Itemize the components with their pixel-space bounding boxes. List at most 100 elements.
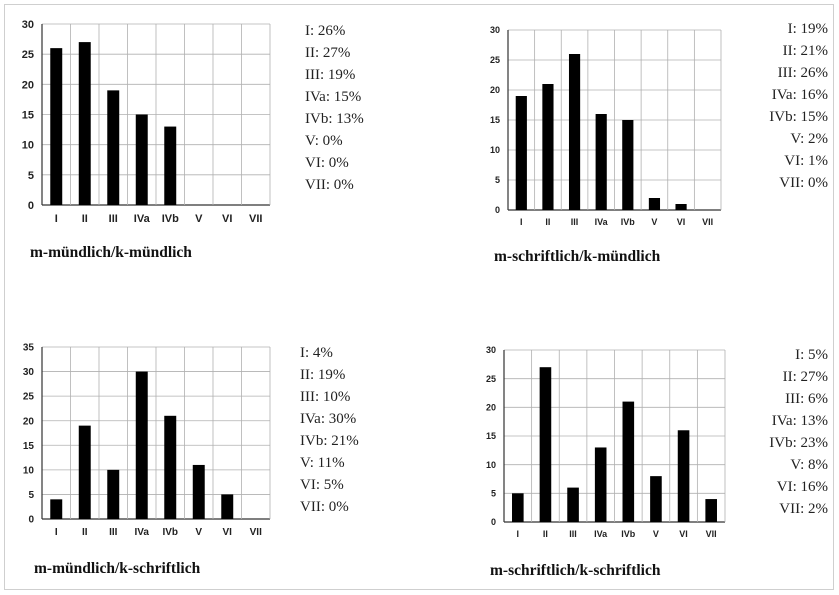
bar-I	[515, 96, 527, 210]
x-tick-label: III	[571, 217, 579, 227]
y-tick-label: 15	[486, 431, 496, 441]
y-tick-label: 10	[22, 140, 34, 152]
y-tick-label: 5	[28, 170, 34, 182]
y-tick-label: 5	[495, 175, 500, 185]
chart-caption: m-mündlich/k-mündlich	[30, 244, 192, 261]
y-tick-label: 20	[23, 416, 35, 427]
y-tick-label: 20	[490, 85, 500, 95]
x-tick-label: VII	[702, 217, 713, 227]
x-tick-label: V	[195, 213, 203, 225]
y-tick-label: 0	[28, 200, 34, 212]
percent-label: IVa: 16%	[771, 87, 828, 103]
y-tick-label: 15	[22, 109, 34, 121]
x-tick-label: V	[653, 529, 659, 539]
bar-II	[78, 425, 91, 519]
x-tick-label: I	[517, 529, 520, 539]
x-tick-label: III	[109, 213, 118, 225]
x-tick-label: IVa	[594, 529, 608, 539]
y-tick-label: 10	[486, 460, 496, 470]
x-tick-label: VI	[222, 213, 232, 225]
bar-I	[512, 493, 524, 522]
x-tick-label: III	[569, 529, 577, 539]
figure-frame	[4, 4, 834, 590]
bar-V	[650, 476, 662, 522]
percent-label: IVb: 23%	[769, 435, 828, 451]
percent-label: I: 5%	[795, 347, 828, 363]
bar-I	[50, 499, 63, 519]
percent-label: V: 8%	[790, 457, 828, 473]
x-tick-label: VI	[679, 529, 688, 539]
y-tick-label: 0	[491, 517, 496, 527]
bar-IVa	[594, 447, 607, 522]
y-tick-label: 25	[22, 49, 34, 61]
bar-V	[648, 198, 661, 210]
y-tick-label: 15	[490, 115, 500, 125]
percent-label: III: 19%	[305, 67, 356, 83]
percent-label: V: 0%	[305, 133, 343, 149]
percent-label: VII: 2%	[779, 501, 828, 517]
chart-caption: m-schriftlich/k-mündlich	[494, 248, 661, 265]
percent-label: V: 2%	[790, 131, 828, 147]
y-tick-label: 5	[491, 489, 496, 499]
y-tick-label: 10	[490, 145, 500, 155]
bar-III	[567, 487, 579, 522]
bar-I	[50, 48, 63, 206]
x-tick-label: IVb	[162, 527, 178, 538]
x-tick-label: IVa	[135, 527, 150, 538]
y-tick-label: 30	[22, 19, 34, 31]
x-tick-label: II	[82, 213, 88, 225]
percent-label: VII: 0%	[305, 177, 354, 193]
y-tick-label: 0	[28, 515, 34, 526]
x-tick-label: II	[543, 529, 548, 539]
x-tick-label: IVb	[162, 213, 179, 225]
percent-label: III: 10%	[300, 389, 351, 405]
bar-IVb	[164, 415, 177, 519]
x-tick-label: IVb	[621, 529, 636, 539]
x-tick-label: VII	[706, 529, 717, 539]
percent-label: VI: 16%	[776, 479, 828, 495]
bar-VI	[675, 204, 687, 210]
bar-II	[78, 42, 91, 205]
percent-list: I: 5% II: 27% III: 6% IVa: 13% IVb: 23% V: 8%…	[690, 344, 828, 520]
percent-label: I: 19%	[787, 21, 828, 37]
percent-label: II: 27%	[782, 369, 828, 385]
percent-label: I: 26%	[305, 23, 346, 39]
chart-caption: m-mündlich/k-schriftlich	[34, 560, 201, 577]
percent-list: I: 19% II: 21% III: 26% IVa: 16% IVb: 15% V: …	[690, 18, 828, 194]
percent-label: III: 6%	[785, 391, 828, 407]
x-tick-label: I	[520, 217, 523, 227]
percent-label: IVb: 21%	[300, 433, 359, 449]
y-tick-label: 35	[23, 343, 35, 354]
bar-III	[107, 90, 120, 205]
bar-V	[192, 464, 205, 519]
x-tick-label: IVa	[134, 213, 151, 225]
x-tick-label: II	[545, 217, 550, 227]
y-tick-label: 30	[23, 367, 35, 378]
percent-label: II: 27%	[305, 45, 351, 61]
y-tick-label: 10	[23, 465, 35, 476]
bar-VI	[221, 494, 234, 519]
bar-VII	[705, 499, 717, 522]
bar-IVa	[595, 114, 607, 210]
percent-list: I: 26% II: 27% III: 19% IVa: 15% IVb: 13% V: …	[305, 20, 364, 196]
percent-label: II: 21%	[782, 43, 828, 59]
bar-VI	[677, 430, 690, 522]
percent-label: VI: 1%	[784, 153, 828, 169]
percent-label: I: 4%	[300, 345, 333, 361]
chart-caption: m-schriftlich/k-schriftlich	[490, 562, 661, 579]
y-tick-label: 20	[486, 403, 496, 413]
percent-label: VI: 5%	[300, 477, 344, 493]
x-tick-label: II	[82, 527, 88, 538]
x-tick-label: IVb	[621, 217, 636, 227]
x-tick-label: V	[651, 217, 657, 227]
x-tick-label: I	[55, 527, 58, 538]
y-tick-label: 25	[486, 374, 496, 384]
percent-label: V: 11%	[300, 455, 345, 471]
y-tick-label: 15	[23, 441, 35, 452]
percent-label: IVa: 15%	[305, 89, 362, 105]
percent-label: VII: 0%	[779, 175, 828, 191]
bar-IVb	[622, 120, 634, 210]
